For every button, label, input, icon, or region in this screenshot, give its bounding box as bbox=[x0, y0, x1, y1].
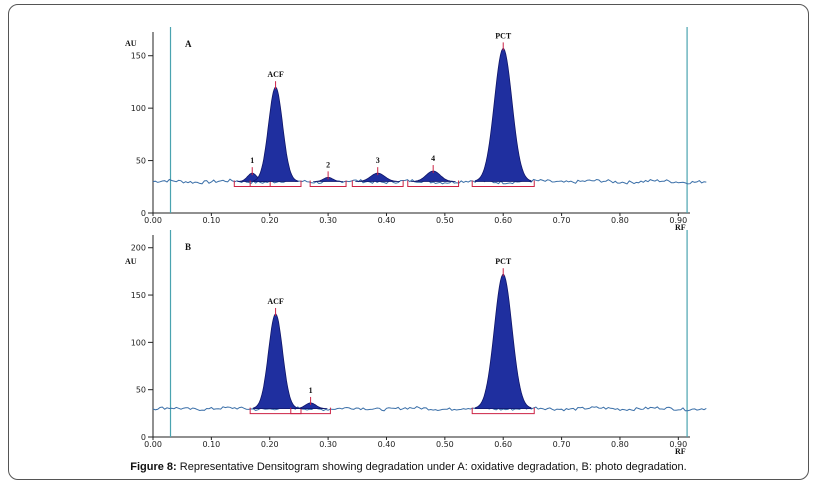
integration-bracket bbox=[249, 407, 302, 415]
peak-label: 2 bbox=[326, 160, 330, 169]
caption-label: Figure 8: bbox=[130, 461, 177, 473]
peak-label: 1 bbox=[309, 386, 313, 395]
x-tick-label: 0.60 bbox=[494, 216, 512, 225]
y-axis-label: AU bbox=[125, 39, 137, 48]
x-tick-label: 0.30 bbox=[319, 216, 337, 225]
x-tick-label: 0.90 bbox=[669, 216, 687, 225]
peak-4: 4 bbox=[407, 154, 460, 188]
x-tick-label: 0.20 bbox=[261, 440, 279, 449]
peak-1: 1 bbox=[290, 386, 331, 415]
panel-label: A bbox=[185, 39, 192, 49]
integration-bracket bbox=[290, 407, 331, 415]
y-tick-label: 100 bbox=[131, 338, 146, 347]
x-axis-label: RF bbox=[675, 447, 686, 456]
x-tick-label: 0.20 bbox=[261, 216, 279, 225]
x-tick-label: 0.00 bbox=[144, 440, 162, 449]
panel-b: 0 50 100 150 200 0.00 0.10 0.20 0.30 0.40 0.50 0.60… bbox=[125, 230, 707, 456]
peak-area bbox=[252, 313, 299, 409]
peak-area bbox=[474, 48, 532, 182]
peak-acf: ACF bbox=[249, 297, 302, 415]
x-tick-label: 0.70 bbox=[553, 440, 571, 449]
caption-text: Representative Densitogram showing degra… bbox=[179, 461, 687, 473]
peak-label: 1 bbox=[250, 156, 254, 165]
figure-frame bbox=[8, 4, 809, 480]
integration-bracket bbox=[407, 180, 460, 188]
y-tick-label: 50 bbox=[136, 157, 146, 166]
x-tick-label: 0.50 bbox=[436, 440, 454, 449]
peak-area bbox=[474, 273, 532, 409]
peak-label: PCT bbox=[495, 257, 512, 266]
peak-area bbox=[252, 86, 299, 182]
x-tick-label: 0.50 bbox=[436, 216, 454, 225]
panel-label: B bbox=[185, 242, 191, 252]
peak-label: ACF bbox=[267, 70, 284, 79]
integration-bracket bbox=[249, 180, 302, 188]
y-tick-label: 100 bbox=[131, 104, 146, 113]
integration-bracket bbox=[309, 180, 347, 188]
x-tick-label: 0.80 bbox=[611, 216, 629, 225]
peak-area bbox=[293, 402, 328, 409]
y-tick-label: 150 bbox=[131, 291, 146, 300]
x-tick-label: 0.40 bbox=[378, 440, 396, 449]
figure-caption: Figure 8: Representative Densitogram sho… bbox=[0, 461, 817, 473]
x-tick-label: 0.30 bbox=[319, 440, 337, 449]
baseline-trace bbox=[152, 406, 707, 412]
peak-area bbox=[410, 170, 456, 182]
peak-acf: ACF bbox=[249, 70, 302, 188]
x-tick-label: 0.00 bbox=[144, 216, 162, 225]
peak-2: 2 bbox=[309, 160, 347, 188]
peak-3: 3 bbox=[351, 156, 404, 188]
peak-pct: PCT bbox=[471, 257, 535, 415]
integration-bracket bbox=[351, 180, 404, 188]
x-tick-label: 0.10 bbox=[202, 440, 220, 449]
peak-area bbox=[355, 172, 401, 182]
y-axis-label: AU bbox=[125, 257, 137, 266]
y-tick-label: 50 bbox=[136, 386, 146, 395]
x-tick-label: 0.90 bbox=[669, 440, 687, 449]
x-tick-label: 0.40 bbox=[378, 216, 396, 225]
y-tick-label: 200 bbox=[131, 244, 146, 253]
peak-label: PCT bbox=[495, 31, 512, 40]
panel-a: 0 50 100 150 0.00 0.10 0.20 0.30 0.40 0.50 0.60 0.7… bbox=[125, 27, 707, 232]
x-tick-label: 0.80 bbox=[611, 440, 629, 449]
y-tick-label: 0 bbox=[141, 209, 146, 218]
peak-label: ACF bbox=[267, 297, 284, 306]
peak-pct: PCT bbox=[471, 31, 535, 188]
peak-label: 4 bbox=[431, 154, 435, 163]
y-tick-label: 0 bbox=[141, 433, 146, 442]
x-tick-label: 0.70 bbox=[553, 216, 571, 225]
y-tick-label: 150 bbox=[131, 52, 146, 61]
x-tick-label: 0.10 bbox=[202, 216, 220, 225]
integration-bracket bbox=[471, 180, 535, 188]
x-tick-label: 0.60 bbox=[494, 440, 512, 449]
integration-bracket bbox=[471, 407, 535, 415]
x-axis-label: RF bbox=[675, 223, 686, 232]
peak-label: 3 bbox=[376, 156, 380, 165]
